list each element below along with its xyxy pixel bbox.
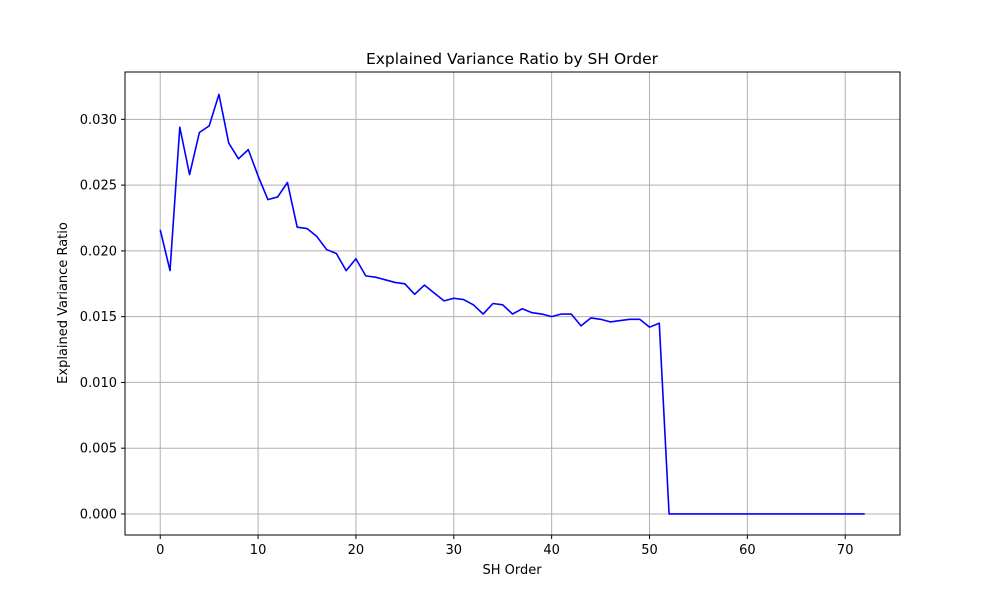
x-tick-label: 60 xyxy=(739,543,756,558)
y-tick-label: 0.025 xyxy=(80,179,117,194)
y-tick-label: 0.020 xyxy=(80,244,117,259)
x-tick-label: 40 xyxy=(543,543,560,558)
plot-frame xyxy=(124,71,901,536)
y-axis-label: Explained Variance Ratio xyxy=(56,222,71,384)
y-tick-label: 0.030 xyxy=(80,113,117,128)
x-tick-label: 50 xyxy=(641,543,658,558)
x-axis: 0 10 20 30 40 50 60 70 xyxy=(156,535,853,558)
x-tick-label: 70 xyxy=(837,543,854,558)
x-tick-label: 20 xyxy=(348,543,365,558)
series-line xyxy=(159,93,865,515)
x-axis-label: SH Order xyxy=(482,563,542,578)
x-tick-label: 30 xyxy=(446,543,463,558)
y-axis: 0.000 0.005 0.010 0.015 0.020 0.025 0.030 xyxy=(80,113,125,522)
y-tick-label: 0.005 xyxy=(80,442,117,457)
series-layer xyxy=(159,93,865,515)
y-tick-label: 0.000 xyxy=(80,507,117,522)
chart-title: Explained Variance Ratio by SH Order xyxy=(366,50,659,68)
y-tick-label: 0.010 xyxy=(80,376,117,391)
x-tick-label: 10 xyxy=(250,543,267,558)
y-tick-label: 0.015 xyxy=(80,310,117,325)
grid-layer xyxy=(125,72,900,535)
x-tick-label: 0 xyxy=(156,543,164,558)
